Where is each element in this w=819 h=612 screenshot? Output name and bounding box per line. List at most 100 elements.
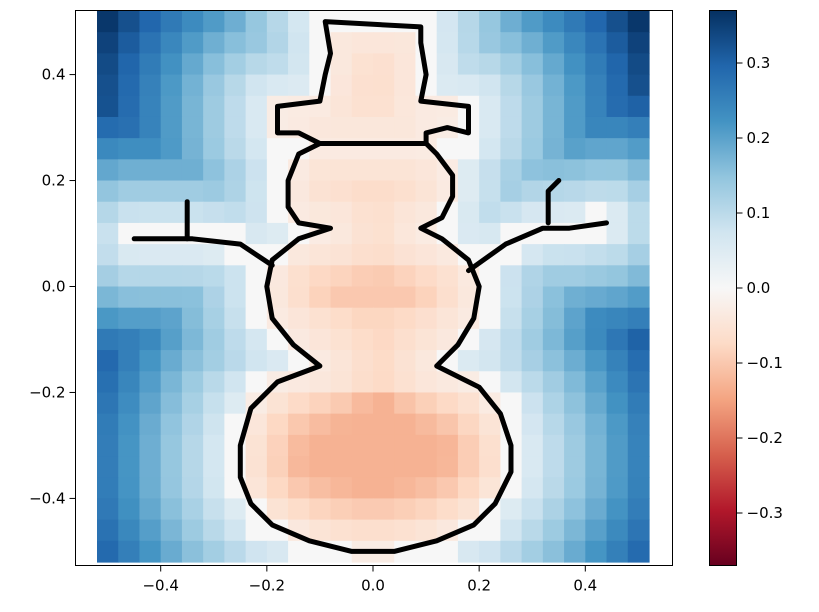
heatmap-cell: [542, 307, 565, 330]
heatmap-cell: [181, 180, 204, 203]
heatmap-cell: [564, 74, 586, 97]
heatmap-cell: [139, 201, 162, 224]
heatmap-cell: [203, 307, 225, 330]
heatmap-cell: [118, 138, 141, 160]
heatmap-cells: [97, 11, 650, 563]
heatmap-cell: [500, 116, 523, 139]
heatmap-cell: [521, 53, 544, 76]
heatmap-cell: [585, 201, 608, 224]
heatmap-cell: [415, 159, 438, 182]
heatmap-cell: [330, 74, 353, 97]
heatmap-cell: [139, 307, 162, 330]
heatmap-cell: [245, 180, 268, 203]
heatmap-cell: [521, 11, 544, 33]
heatmap-cell: [373, 413, 395, 436]
heatmap-cell: [97, 53, 119, 76]
heatmap-cell: [118, 222, 141, 245]
heatmap-cell: [288, 307, 310, 330]
heatmap-cell: [266, 540, 289, 563]
heatmap-cell: [309, 519, 332, 542]
heatmap-cell: [139, 477, 162, 500]
heatmap-cell: [203, 434, 225, 457]
x-axis: −0.4 −0.2 0.0 0.2 0.4: [142, 565, 597, 595]
heatmap-cell: [139, 392, 162, 415]
heatmap-cell: [266, 180, 289, 203]
heatmap-cell: [394, 74, 417, 97]
heatmap-cell: [479, 11, 501, 33]
heatmap-cell: [627, 265, 650, 288]
heatmap-cell: [245, 116, 268, 139]
heatmap-cell: [288, 32, 310, 54]
heatmap-cell: [160, 222, 183, 245]
heatmap-cell: [542, 11, 565, 33]
heatmap-cell: [415, 201, 438, 224]
heatmap-cell: [224, 286, 247, 309]
heatmap-cell: [181, 392, 204, 415]
heatmap-cell: [564, 307, 586, 330]
heatmap-cell: [542, 244, 565, 266]
heatmap-cell: [542, 350, 565, 372]
heatmap-cell: [394, 371, 417, 394]
heatmap-cell: [160, 201, 183, 224]
heatmap-cell: [181, 540, 204, 563]
heatmap-cell: [245, 95, 268, 118]
heatmap-cell: [181, 138, 204, 160]
heatmap-cell: [415, 477, 438, 500]
heatmap-cell: [415, 265, 438, 288]
colorbar-tick-label: 0.2: [747, 129, 771, 147]
heatmap-cell: [394, 32, 417, 54]
heatmap-cell: [564, 138, 586, 160]
heatmap-cell: [521, 32, 544, 54]
heatmap-cell: [585, 392, 608, 415]
heatmap-cell: [542, 53, 565, 76]
heatmap-cell: [394, 11, 417, 33]
heatmap-cell: [585, 519, 608, 542]
heatmap-cell: [585, 32, 608, 54]
heatmap-cell: [542, 498, 565, 521]
heatmap-cell: [394, 477, 417, 500]
heatmap-cell: [479, 74, 501, 97]
x-tick-label: −0.4: [142, 577, 178, 595]
heatmap-cell: [245, 32, 268, 54]
heatmap-cell: [160, 265, 183, 288]
heatmap-cell: [585, 159, 608, 182]
heatmap-cell: [330, 244, 353, 266]
heatmap-cell: [245, 138, 268, 160]
heatmap-cell: [160, 456, 183, 478]
heatmap-cell: [309, 265, 332, 288]
heatmap-cell: [394, 201, 417, 224]
heatmap-cell: [160, 138, 183, 160]
heatmap-cell: [245, 265, 268, 288]
heatmap-cell: [266, 159, 289, 182]
heatmap-cell: [139, 413, 162, 436]
heatmap-cell: [288, 434, 310, 457]
heatmap-cell: [97, 519, 119, 542]
heatmap-cell: [500, 392, 523, 415]
heatmap-cell: [542, 371, 565, 394]
heatmap-cell: [521, 519, 544, 542]
heatmap-cell: [606, 498, 629, 521]
heatmap-cell: [351, 307, 374, 330]
heatmap-cell: [351, 413, 374, 436]
y-tick-label: −0.4: [29, 489, 65, 507]
heatmap-cell: [627, 74, 650, 97]
heatmap-cell: [203, 180, 225, 203]
heatmap-cell: [373, 201, 395, 224]
heatmap-cell: [97, 413, 119, 436]
heatmap-cell: [479, 328, 501, 351]
heatmap-cell: [564, 371, 586, 394]
heatmap-cell: [627, 540, 650, 563]
heatmap-cell: [373, 371, 395, 394]
heatmap-cell: [585, 540, 608, 563]
heatmap-cell: [288, 244, 310, 266]
heatmap-cell: [351, 159, 374, 182]
heatmap-cell: [181, 11, 204, 33]
heatmap-cell: [606, 138, 629, 160]
heatmap-cell: [542, 519, 565, 542]
heatmap-cell: [415, 434, 438, 457]
heatmap-cell: [457, 540, 480, 563]
heatmap-cell: [564, 498, 586, 521]
heatmap-cell: [181, 498, 204, 521]
heatmap-cell: [266, 456, 289, 478]
heatmap-cell: [436, 53, 459, 76]
